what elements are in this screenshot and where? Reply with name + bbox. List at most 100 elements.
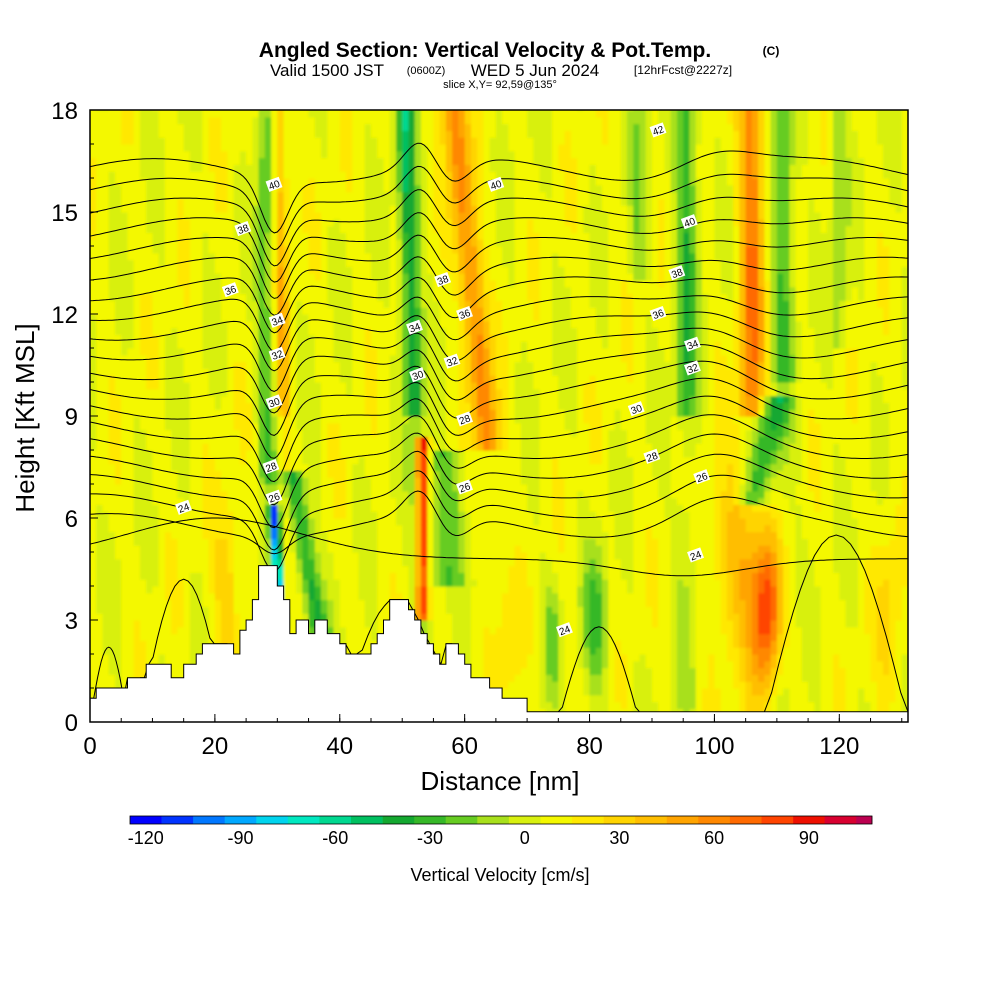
heatmap-cell — [108, 184, 116, 193]
heatmap-cell — [208, 266, 216, 274]
heatmap-cell — [296, 116, 303, 125]
heatmap-cell — [202, 382, 210, 390]
heatmap-cell — [246, 565, 253, 573]
heatmap-cell — [152, 654, 160, 662]
heatmap-cell — [96, 524, 103, 533]
heatmap-cell — [196, 375, 203, 383]
heatmap-cell — [420, 579, 428, 587]
heatmap-cell — [264, 307, 272, 315]
heatmap-cell — [177, 361, 185, 369]
heatmap-cell — [346, 545, 353, 553]
heatmap-cell — [227, 524, 235, 533]
heatmap-cell — [177, 579, 185, 587]
heatmap-cell — [108, 572, 116, 580]
heatmap-cell — [196, 280, 203, 288]
heatmap-cell — [333, 409, 341, 417]
heatmap-cell — [227, 307, 235, 315]
heatmap-cell — [258, 524, 266, 533]
heatmap-cell — [221, 293, 228, 301]
heatmap-cell — [208, 116, 216, 125]
heatmap-cell — [108, 613, 116, 621]
heatmap-cell — [214, 531, 222, 539]
heatmap-cell — [358, 531, 366, 539]
heatmap-cell — [183, 422, 191, 431]
heatmap-cell — [121, 286, 128, 295]
heatmap-cell — [408, 178, 416, 186]
heatmap-cell — [227, 409, 235, 417]
heatmap-cell — [227, 361, 235, 369]
heatmap-cell — [140, 409, 147, 417]
heatmap-cell — [164, 232, 172, 240]
heatmap-cell — [377, 490, 384, 499]
heatmap-cell — [414, 497, 422, 505]
heatmap-cell — [164, 402, 172, 410]
heatmap-cell — [302, 565, 310, 573]
heatmap-cell — [358, 239, 366, 247]
heatmap-cell — [208, 171, 216, 179]
heatmap-cell — [377, 422, 384, 431]
heatmap-cell — [164, 300, 172, 308]
heatmap-cell — [152, 320, 160, 329]
heatmap-cell — [371, 450, 378, 458]
heatmap-cell — [233, 218, 241, 227]
heatmap-cell — [352, 144, 360, 152]
heatmap-cell — [377, 130, 384, 138]
heatmap-cell — [352, 157, 360, 165]
heatmap-cell — [164, 545, 172, 553]
heatmap-cell — [402, 552, 409, 560]
heatmap-cell — [140, 116, 147, 125]
heatmap-cell — [327, 552, 335, 560]
heatmap-cell — [90, 123, 97, 131]
heatmap-cell — [333, 327, 341, 335]
heatmap-cell — [346, 320, 353, 329]
heatmap-cell — [327, 191, 335, 199]
heatmap-cell — [133, 273, 141, 281]
heatmap-cell — [233, 178, 241, 186]
heatmap-cell — [152, 409, 160, 417]
heatmap-cell — [302, 130, 310, 138]
heatmap-cell — [171, 354, 178, 363]
heatmap-cell — [202, 511, 210, 519]
heatmap-cell — [289, 368, 297, 376]
heatmap-cell — [214, 110, 222, 118]
heatmap-cell — [352, 470, 360, 478]
heatmap-cell — [283, 191, 291, 199]
heatmap-cell — [352, 599, 360, 607]
heatmap-cell — [377, 110, 384, 118]
heatmap-cell — [115, 531, 122, 539]
heatmap-cell — [208, 205, 216, 213]
heatmap-cell — [152, 232, 160, 240]
heatmap-cell — [246, 164, 253, 172]
heatmap-cell — [164, 456, 172, 465]
heatmap-cell — [289, 422, 297, 431]
heatmap-cell — [302, 110, 310, 118]
heatmap-cell — [383, 504, 391, 512]
heatmap-cell — [383, 572, 391, 580]
heatmap-cell — [358, 123, 366, 131]
heatmap-cell — [264, 450, 272, 458]
heatmap-cell — [333, 259, 341, 267]
heatmap-cell — [221, 123, 228, 131]
heatmap-cell — [96, 314, 103, 322]
heatmap-cell — [252, 341, 260, 349]
heatmap-cell — [271, 429, 278, 437]
heatmap-cell — [314, 416, 322, 424]
heatmap-cell — [420, 409, 428, 417]
heatmap-cell — [333, 116, 341, 125]
heatmap-cell — [189, 232, 197, 240]
heatmap-cell — [102, 198, 110, 206]
heatmap-cell — [321, 246, 328, 254]
heatmap-cell — [302, 599, 310, 607]
heatmap-cell — [427, 484, 434, 492]
heatmap-cell — [414, 586, 422, 594]
heatmap-cell — [246, 586, 253, 594]
heatmap-cell — [383, 178, 391, 186]
heatmap-cell — [271, 300, 278, 308]
heatmap-cell — [414, 280, 422, 288]
heatmap-cell — [427, 205, 434, 213]
heatmap-cell — [339, 422, 347, 431]
heatmap-cell — [102, 504, 110, 512]
heatmap-cell — [208, 572, 216, 580]
heatmap-cell — [158, 463, 166, 471]
heatmap-cell — [389, 416, 397, 424]
